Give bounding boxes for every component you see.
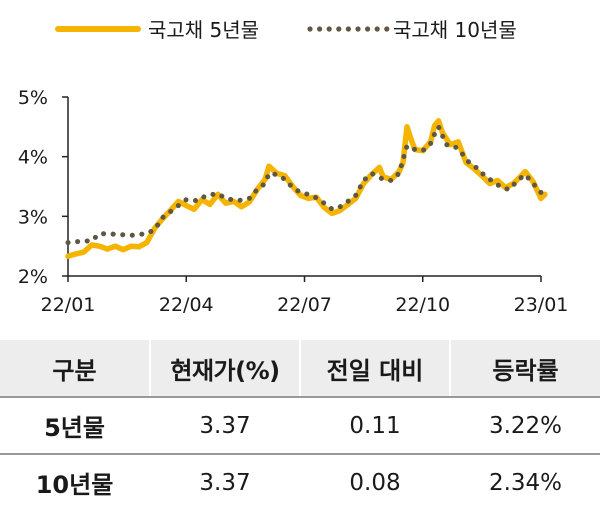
legend: 국고채 5년물 국고채 10년물: [55, 18, 517, 42]
legend-label-10y: 국고채 10년물: [393, 18, 517, 42]
cell-change: 0.11: [299, 397, 450, 455]
legend-dot: [374, 26, 380, 32]
header-category: 구분: [0, 340, 150, 398]
legend-dot: [365, 26, 371, 32]
series-line-5y: [65, 118, 548, 260]
x-ticks: 22/01 22/04 22/07 22/10 23/01: [41, 276, 569, 316]
cell-current-price: 3.37: [149, 454, 300, 510]
series-line-10y: [65, 124, 548, 246]
row-label-5y: 5년물: [0, 397, 150, 455]
bond-yield-chart: 국고채 5년물 국고채 10년물 2%3%4%5% 22/01 22/04 22/0…: [18, 18, 569, 316]
legend-dot: [355, 26, 361, 32]
series-layer: [65, 118, 548, 260]
row-label-10y: 10년물: [35, 471, 114, 499]
y-tick-label: 3%: [18, 206, 48, 228]
table-row: 10년물 3.37 0.08 2.34%: [0, 454, 600, 510]
x-tick-label: 23/01: [514, 294, 569, 316]
cell-current-price: 3.37: [149, 397, 300, 455]
legend-dot: [326, 26, 332, 32]
table-header-row: 구분 현재가(%) 전일 대비 등락률: [0, 340, 600, 398]
x-tick-label: 22/01: [41, 294, 96, 316]
y-ticks: 2% 3% 4% 5%: [18, 87, 68, 288]
y-tick-label: 5%: [18, 87, 48, 109]
cell-change-rate: 2.34%: [449, 454, 600, 510]
cell-change: 0.08: [299, 454, 450, 510]
yield-table: 구분 현재가(%) 전일 대비 등락률 5년물 3.37 0.11 3.22% …: [0, 340, 600, 510]
legend-dot: [384, 26, 390, 32]
y-tick-label: 2%: [18, 266, 48, 288]
legend-dot: [317, 26, 323, 32]
x-tick-label: 22/04: [159, 294, 214, 316]
legend-swatch-10y: [307, 26, 390, 32]
legend-label-5y: 국고채 5년물: [148, 18, 259, 42]
cell-change-rate: 3.22%: [449, 397, 600, 455]
table-row: 5년물 3.37 0.11 3.22%: [0, 397, 600, 455]
header-current-price: 현재가(%): [149, 340, 300, 398]
legend-dot: [336, 26, 342, 32]
legend-dot: [307, 26, 313, 32]
x-tick-label: 22/10: [395, 294, 450, 316]
header-change-rate: 등락률: [449, 340, 600, 398]
legend-dot: [345, 26, 351, 32]
x-tick-label: 22/07: [277, 294, 332, 316]
header-change: 전일 대비: [299, 340, 450, 398]
y-tick-label: 4%: [18, 147, 48, 169]
